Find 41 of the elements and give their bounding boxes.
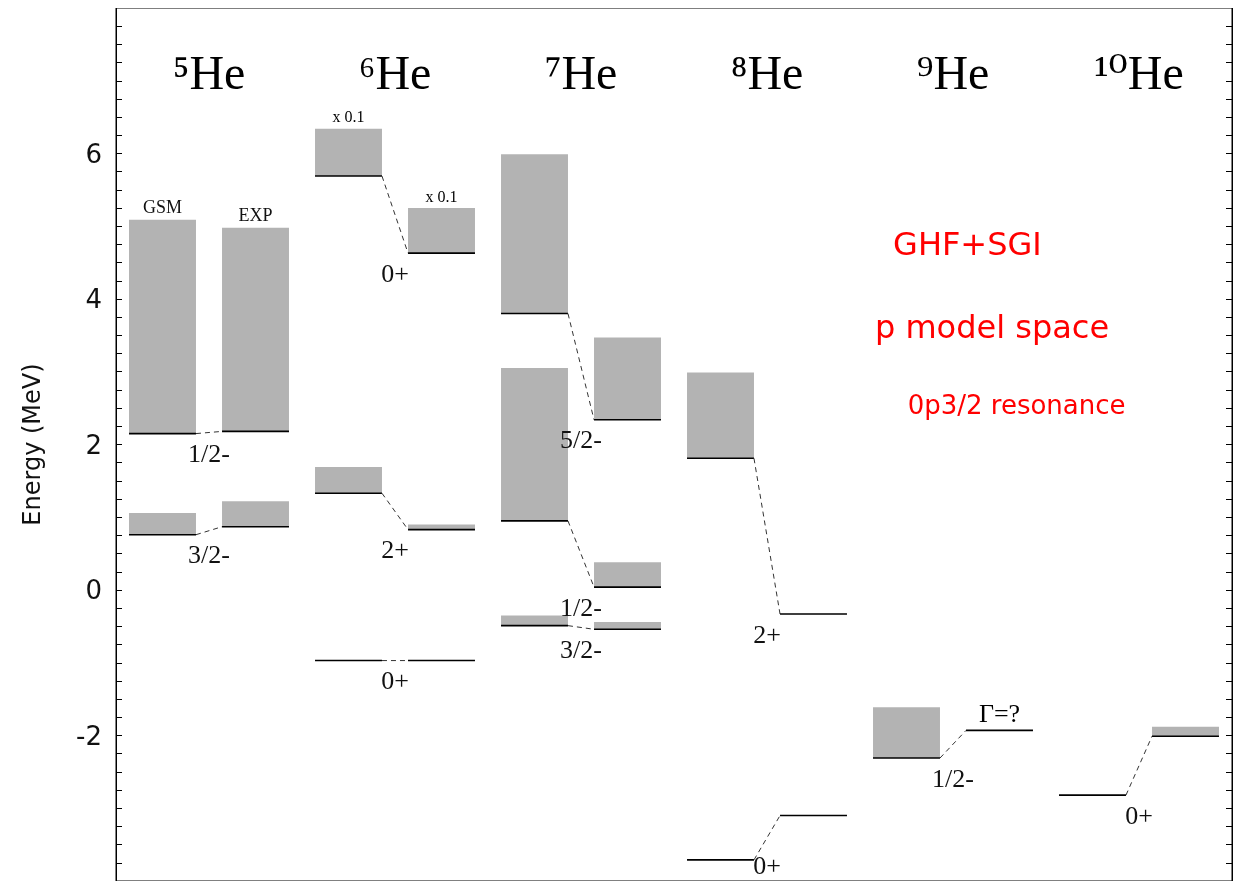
x-tick-label: ⁹He xyxy=(916,45,990,99)
data-label: 0+ xyxy=(381,258,409,288)
data-label: 0+ xyxy=(381,666,409,696)
x-tick-label: ⁵He xyxy=(172,45,246,99)
bar xyxy=(314,466,383,495)
data-label: 0+ xyxy=(1125,800,1153,830)
x-tick-label: ¹⁰He xyxy=(1094,45,1184,99)
y-tick-label: 0 xyxy=(85,575,102,605)
bar xyxy=(221,226,290,433)
y-tick-label: 4 xyxy=(85,284,102,314)
bar xyxy=(593,336,662,421)
bar xyxy=(407,207,476,254)
data-label: 3/2- xyxy=(560,634,602,664)
y-tick-label: -2 xyxy=(76,720,102,751)
annotation: x 0.1 xyxy=(425,187,458,205)
bar xyxy=(593,561,662,588)
annotation: GHF+SGI xyxy=(893,224,1042,263)
data-label: 2+ xyxy=(381,535,409,565)
annotation: x 0.1 xyxy=(332,108,365,126)
y-axis-title: Energy (MeV) xyxy=(18,363,46,526)
y-tick-label: 6 xyxy=(85,138,102,169)
annotation: p model space xyxy=(874,307,1110,346)
annotation: Γ=? xyxy=(978,698,1021,728)
bar xyxy=(500,153,569,315)
bar xyxy=(314,127,383,177)
x-tick-label: ⁷He xyxy=(544,45,618,99)
series-label: GSM xyxy=(142,196,183,217)
x-tick-label: ⁶He xyxy=(358,45,432,99)
data-label: 2+ xyxy=(753,619,781,649)
data-label: 5/2- xyxy=(560,425,602,455)
annotation: 0p3/2 resonance xyxy=(907,390,1126,421)
bar xyxy=(686,371,755,460)
bar xyxy=(128,218,197,435)
data-label: 1/2- xyxy=(932,763,974,793)
series-label: EXP xyxy=(238,204,273,225)
data-label: 0+ xyxy=(753,850,781,880)
data-label: 1/2- xyxy=(188,439,230,469)
data-label: 1/2- xyxy=(560,592,602,622)
data-label: 3/2- xyxy=(188,540,230,570)
y-tick-label: 2 xyxy=(85,429,102,460)
x-tick-label: ⁸He xyxy=(730,45,804,99)
